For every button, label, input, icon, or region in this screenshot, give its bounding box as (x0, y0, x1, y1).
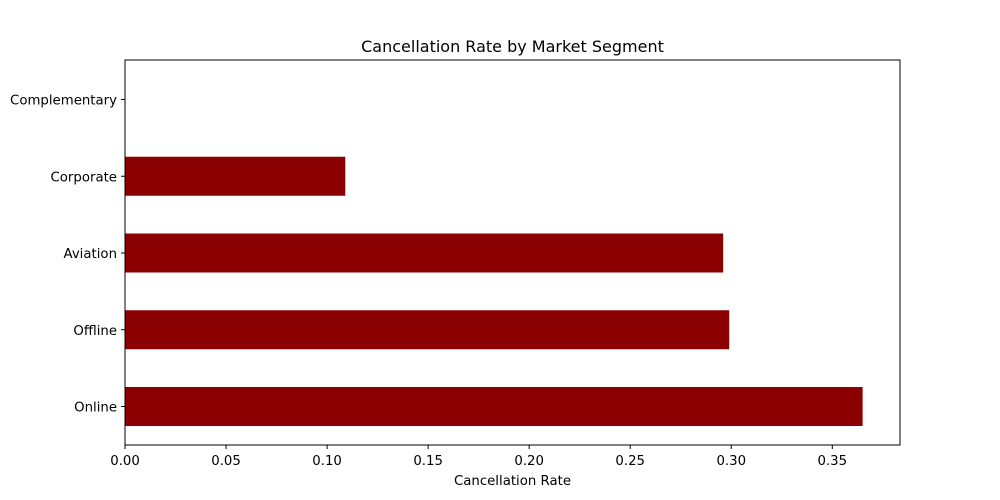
x-tick-label: 0.35 (817, 454, 847, 469)
y-tick-label: Offline (73, 324, 117, 339)
x-axis: 0.00 0.05 0.10 0.15 0.20 0.25 0.30 0.35 (110, 445, 847, 469)
y-tick-label: Complementary (10, 94, 117, 109)
x-tick-label: 0.30 (716, 454, 746, 469)
bar-online (125, 387, 863, 426)
x-tick-label: 0.15 (413, 454, 443, 469)
bar-aviation (125, 233, 724, 273)
y-tick-label: Aviation (64, 247, 118, 262)
bar-offline (125, 310, 730, 350)
x-tick-label: 0.20 (514, 454, 544, 469)
x-tick-label: 0.05 (211, 454, 241, 469)
x-tick-label: 0.25 (615, 454, 645, 469)
chart-title: Cancellation Rate by Market Segment (361, 37, 664, 56)
y-axis: Online Offline Aviation Corporate Complement… (10, 94, 125, 416)
x-tick-label: 0.10 (312, 454, 342, 469)
bars-group (125, 156, 863, 426)
y-tick-label: Corporate (51, 170, 117, 185)
x-axis-title: Cancellation Rate (454, 474, 571, 489)
bar-corporate (125, 156, 346, 196)
y-tick-label: Online (74, 401, 117, 416)
x-tick-label: 0.00 (110, 454, 140, 469)
